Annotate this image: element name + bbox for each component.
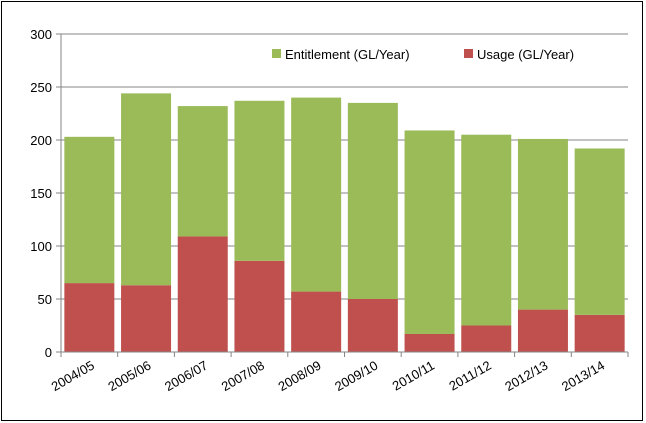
bar-usage — [517, 309, 568, 352]
bar-entitlement — [234, 100, 285, 261]
y-tick-label: 300 — [30, 27, 52, 42]
x-tick-label: 2012/13 — [502, 358, 550, 394]
y-tick-label: 250 — [30, 80, 52, 95]
bar-usage — [461, 325, 512, 352]
bar-usage — [234, 260, 285, 352]
bar-entitlement — [121, 93, 172, 286]
legend-swatch-usage — [464, 49, 473, 58]
bar-entitlement — [404, 130, 455, 334]
legend-swatch-entitlement — [272, 49, 281, 58]
y-tick-label: 150 — [30, 186, 52, 201]
y-tick-labels: 0 50 100 150 200 250 300 — [30, 27, 52, 360]
bar-usage — [177, 236, 228, 352]
bar-usage — [404, 333, 455, 352]
y-tick-label: 100 — [30, 239, 52, 254]
bar-usage — [64, 283, 115, 352]
bar-entitlement — [177, 106, 228, 237]
bar-usage — [291, 291, 342, 352]
x-tick-label: 2010/11 — [390, 358, 437, 394]
y-tick-label: 200 — [30, 133, 52, 148]
x-tick-label: 2005/06 — [105, 358, 153, 394]
x-tick-label: 2004/05 — [49, 358, 97, 394]
x-tick-label: 2006/07 — [162, 358, 210, 394]
bars — [64, 93, 625, 352]
legend-label-usage: Usage (GL/Year) — [477, 47, 574, 62]
x-tick-labels: 2004/05 2005/06 2006/07 2007/08 2008/09 2009/… — [49, 358, 608, 394]
legend-label-entitlement: Entitlement (GL/Year) — [285, 47, 410, 62]
bar-usage — [121, 285, 172, 352]
bar-entitlement — [517, 138, 568, 310]
y-tick-label: 0 — [45, 345, 52, 360]
x-tick-label: 2009/10 — [332, 358, 380, 394]
x-tick-label: 2007/08 — [219, 358, 267, 394]
x-tick-label: 2008/09 — [275, 358, 323, 394]
bar-entitlement — [64, 136, 115, 284]
bar-entitlement — [347, 102, 398, 300]
legend: Entitlement (GL/Year) Usage (GL/Year) — [272, 47, 574, 62]
y-tick-label: 50 — [38, 292, 52, 307]
bar-entitlement — [461, 134, 512, 326]
bar-usage — [347, 299, 398, 352]
bar-entitlement — [574, 148, 625, 315]
axes — [56, 33, 629, 357]
x-tick-label: 2011/12 — [446, 358, 493, 394]
bar-entitlement — [291, 97, 342, 292]
bar-usage — [574, 314, 625, 352]
x-tick-label: 2013/14 — [559, 358, 607, 394]
